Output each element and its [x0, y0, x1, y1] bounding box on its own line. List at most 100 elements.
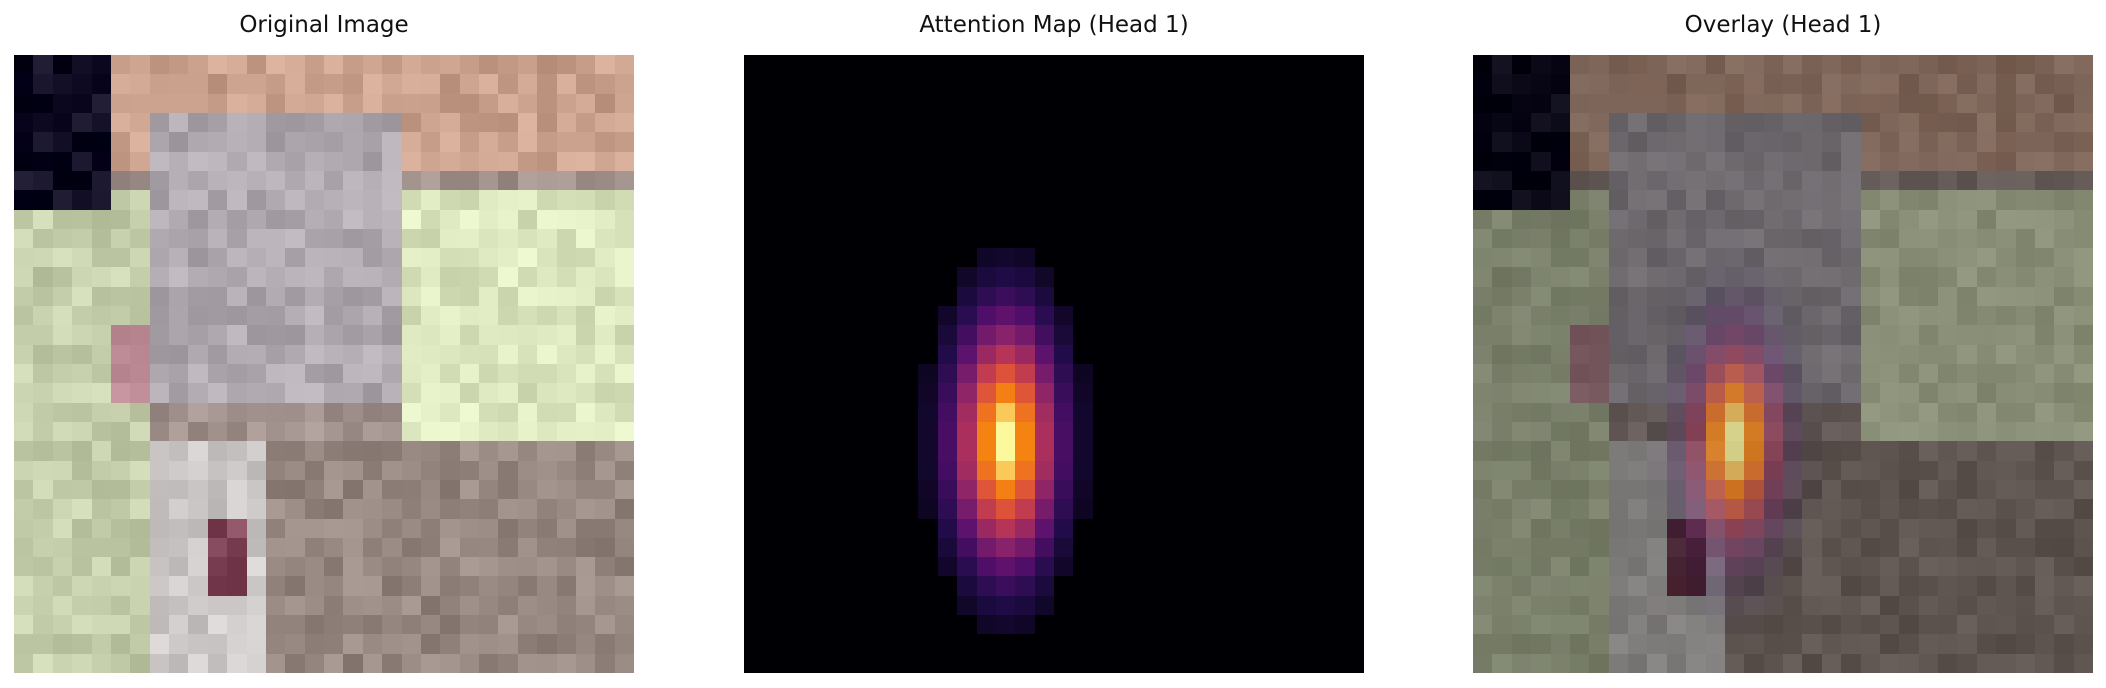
pixel-cell — [1763, 93, 1783, 113]
pixel-cell — [1267, 576, 1287, 596]
pixel-cell — [1015, 421, 1035, 442]
pixel-cell — [91, 74, 111, 94]
pixel-cell — [33, 653, 53, 673]
pixel-cell — [401, 479, 421, 500]
pixel-cell — [1996, 383, 2016, 403]
pixel-cell — [1228, 151, 1248, 171]
pixel-cell — [440, 634, 460, 654]
pixel-cell — [995, 325, 1016, 345]
pixel-cell — [918, 286, 938, 307]
pixel-cell — [1918, 402, 1938, 422]
pixel-cell — [1976, 209, 1997, 229]
pixel-cell — [1325, 209, 1345, 229]
pixel-cell — [1705, 209, 1725, 229]
pixel-cell — [1802, 518, 1822, 538]
pixel-cell — [1957, 190, 1977, 210]
pixel-cell — [1744, 653, 1764, 673]
pixel-cell — [1666, 209, 1687, 229]
pixel-cell — [1286, 653, 1306, 673]
pixel-cell — [1879, 248, 1900, 268]
pixel-cell — [362, 132, 383, 152]
pixel-cell — [265, 93, 286, 113]
pixel-cell — [479, 441, 499, 461]
pixel-cell — [130, 537, 150, 558]
pixel-cell — [1531, 441, 1551, 461]
pixel-cell — [1267, 306, 1287, 326]
pixel-cell — [246, 74, 266, 94]
pixel-cell — [1589, 595, 1609, 616]
pixel-cell — [1550, 228, 1570, 249]
pixel-cell — [1131, 364, 1151, 384]
pixel-cell — [401, 170, 421, 191]
pixel-cell — [1267, 112, 1287, 133]
pixel-cell — [1957, 402, 1977, 422]
pixel-cell — [595, 112, 615, 133]
pixel-cell — [343, 653, 363, 673]
pixel-cell — [459, 653, 479, 673]
pixel-cell — [1879, 441, 1900, 461]
pixel-cell — [1170, 383, 1190, 403]
pixel-cell — [1511, 460, 1532, 480]
pixel-cell — [1228, 595, 1248, 616]
pixel-cell — [1550, 537, 1570, 558]
pixel-cell — [130, 499, 150, 519]
pixel-cell — [537, 537, 557, 558]
pixel-cell — [2054, 112, 2074, 133]
pixel-cell — [1996, 421, 2016, 442]
pixel-cell — [14, 344, 34, 364]
pixel-cell — [207, 55, 228, 75]
pixel-cell — [1783, 74, 1803, 94]
pixel-cell — [110, 209, 131, 229]
pixel-cell — [304, 460, 324, 480]
pixel-cell — [304, 267, 324, 287]
pixel-cell — [1550, 170, 1570, 191]
pixel-cell — [14, 190, 34, 210]
pixel-cell — [1209, 132, 1229, 152]
pixel-cell — [879, 93, 899, 113]
pixel-cell — [782, 190, 803, 210]
pixel-cell — [1628, 190, 1648, 210]
pixel-cell — [1589, 325, 1609, 345]
pixel-cell — [1131, 74, 1151, 94]
pixel-cell — [1783, 209, 1803, 229]
pixel-cell — [1879, 74, 1900, 94]
pixel-cell — [459, 383, 479, 403]
pixel-cell — [52, 634, 73, 654]
pixel-cell — [1267, 132, 1287, 152]
pixel-cell — [556, 479, 576, 500]
pixel-cell — [1918, 479, 1938, 500]
pixel-cell — [246, 112, 266, 133]
pixel-cell — [1802, 576, 1822, 596]
pixel-cell — [362, 576, 383, 596]
pixel-cell — [324, 383, 344, 403]
pixel-cell — [91, 325, 111, 345]
pixel-cell — [14, 228, 34, 249]
pixel-cell — [614, 421, 634, 442]
pixel-cell — [1550, 93, 1570, 113]
pixel-cell — [1783, 267, 1803, 287]
pixel-cell — [304, 190, 324, 210]
pixel-cell — [479, 209, 499, 229]
pixel-cell — [14, 248, 34, 268]
pixel-cell — [1112, 421, 1132, 442]
pixel-cell — [1996, 228, 2016, 249]
pixel-cell — [72, 344, 92, 364]
pixel-cell — [879, 344, 899, 364]
pixel-cell — [860, 364, 880, 384]
pixel-cell — [1189, 267, 1209, 287]
pixel-cell — [744, 286, 764, 307]
pixel-cell — [1802, 479, 1822, 500]
pixel-cell — [1879, 460, 1900, 480]
pixel-cell — [537, 576, 557, 596]
pixel-cell — [440, 151, 460, 171]
pixel-cell — [1589, 421, 1609, 442]
pixel-cell — [401, 267, 421, 287]
pixel-cell — [1286, 248, 1306, 268]
pixel-cell — [1305, 653, 1326, 673]
pixel-cell — [401, 151, 421, 171]
pixel-cell — [1131, 228, 1151, 249]
pixel-cell — [1170, 170, 1190, 191]
pixel-cell — [595, 518, 615, 538]
pixel-cell — [1724, 576, 1745, 596]
pixel-cell — [744, 74, 764, 94]
